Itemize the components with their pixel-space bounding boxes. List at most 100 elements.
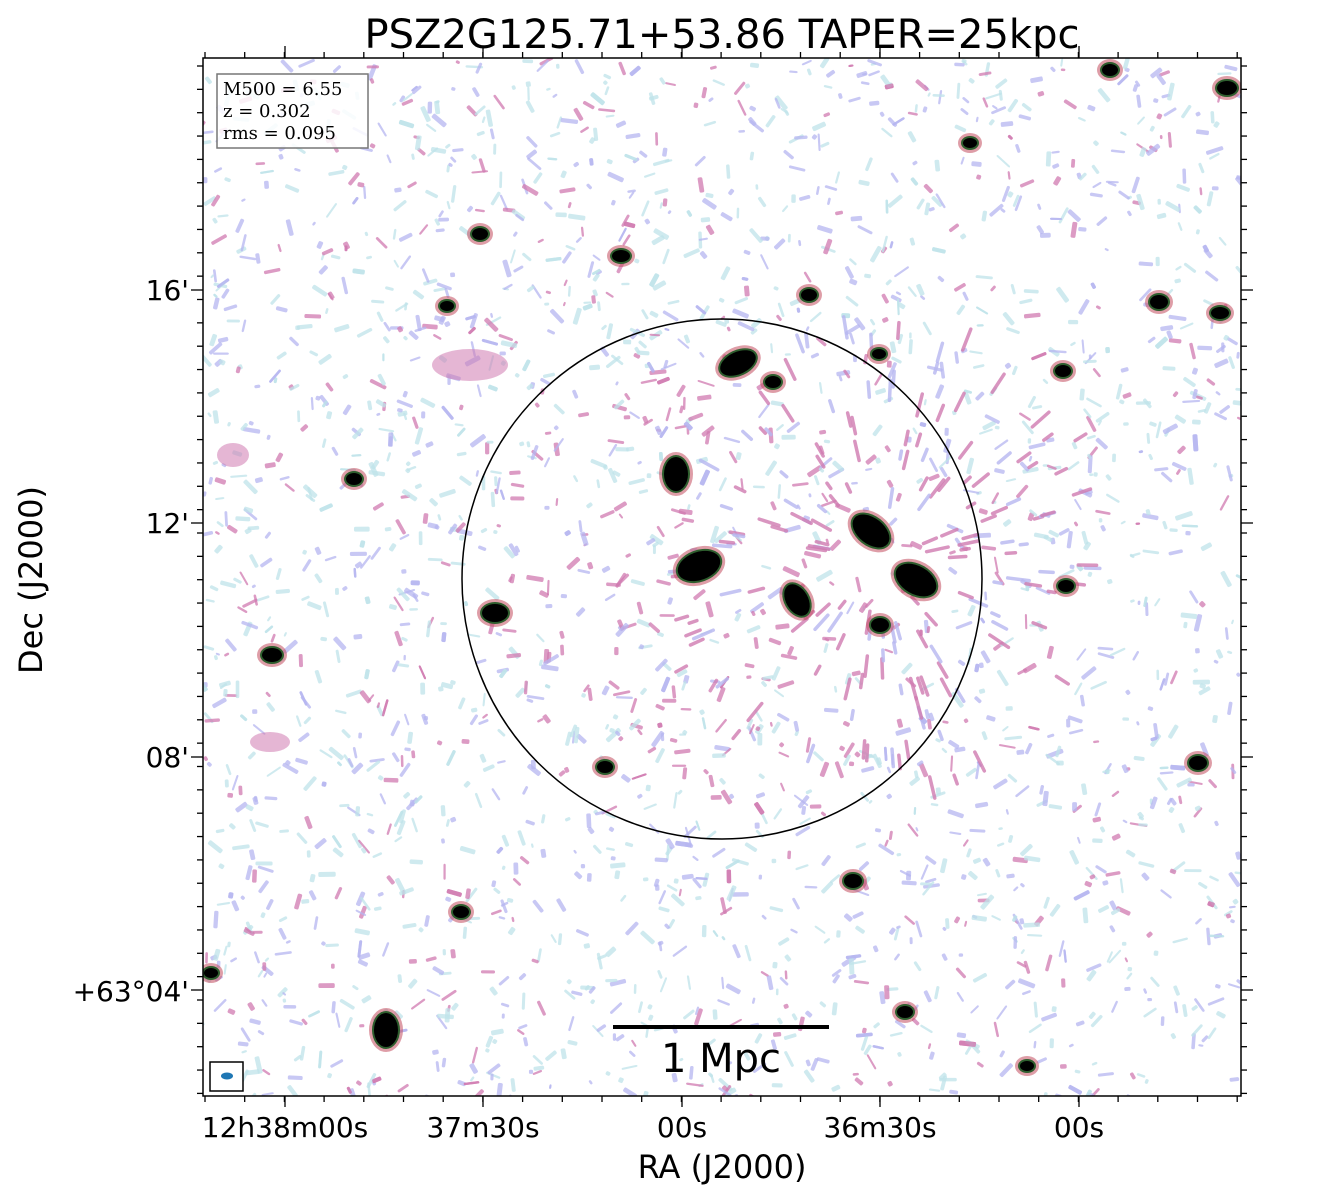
noise-blob [560,1048,567,1060]
noise-blob [667,597,673,605]
noise-blob [282,639,298,654]
noise-blob [755,726,761,732]
noise-blob [608,443,618,457]
noise-blob [1016,484,1029,499]
noise-blob [1033,1040,1037,1049]
noise-blob [665,82,676,86]
noise-blob [401,489,418,502]
noise-blob [1112,453,1116,463]
noise-blob [962,60,968,66]
noise-blob [954,746,966,753]
noise-blob [909,237,916,246]
noise-blob [1043,535,1053,542]
noise-blob [386,875,395,885]
noise-blob [641,200,650,217]
noise-blob [411,817,418,833]
noise-blob [689,1065,694,1080]
noise-blob [866,1054,877,1070]
noise-blob [1086,963,1102,972]
noise-blob [915,79,929,92]
noise-blob [884,648,894,654]
noise-blob [207,840,223,854]
source-core [871,618,889,632]
radial-artifact [904,739,911,761]
noise-blob [332,847,344,858]
noise-blob [775,988,779,996]
noise-blob [1005,809,1009,815]
noise-blob [445,143,451,149]
noise-blob [537,238,544,243]
noise-blob [264,796,278,801]
noise-blob [728,188,735,196]
noise-blob [856,70,868,78]
noise-blob [660,977,667,993]
noise-blob [597,954,607,960]
noise-blob [217,214,229,218]
noise-blob [235,801,248,813]
noise-blob [843,742,855,759]
noise-blob [823,439,831,444]
noise-blob [434,524,440,530]
noise-blob [1133,755,1145,762]
noise-blob [893,927,900,941]
radial-artifact [688,637,705,647]
noise-blob [542,372,555,379]
noise-blob [216,521,224,528]
noise-blob [245,804,254,812]
noise-blob [826,510,831,515]
noise-blob [765,460,777,476]
noise-blob [922,321,932,336]
noise-blob [275,452,284,463]
noise-blob [457,1080,467,1087]
noise-blob [1183,376,1196,388]
noise-blob [536,60,549,72]
radial-artifact [698,458,720,472]
noise-blob [1084,1089,1092,1096]
noise-blob [760,254,769,270]
noise-blob [818,381,823,394]
noise-blob [775,623,790,630]
noise-blob [586,502,593,509]
noise-blob [1096,216,1108,226]
noise-blob [1022,467,1039,474]
noise-blob [1169,528,1178,533]
noise-blob [710,65,717,70]
radial-artifact [741,429,754,441]
noise-blob [949,831,962,835]
noise-blob [605,355,621,369]
noise-blob [407,466,417,471]
noise-blob [929,1051,935,1060]
noise-blob [377,373,386,386]
noise-blob [1050,217,1063,221]
noise-blob [573,107,584,121]
noise-blob [501,1013,505,1019]
noise-blob [586,183,592,190]
noise-blob [1177,445,1186,455]
noise-blob [399,95,406,103]
noise-blob [963,718,969,724]
noise-blob [872,945,879,953]
noise-blob [349,551,367,556]
noise-blob [402,93,413,102]
noise-blob [710,525,719,544]
noise-blob [213,293,218,298]
noise-blob [1026,934,1043,937]
noise-blob [1213,659,1219,664]
noise-blob [366,760,381,772]
noise-blob [377,122,387,137]
noise-blob [203,130,214,135]
noise-blob [298,58,315,68]
noise-blob [438,315,446,325]
noise-blob [289,1019,303,1026]
noise-blob [583,943,591,949]
noise-blob [881,293,889,304]
noise-blob [872,1045,884,1050]
noise-blob [956,991,964,1002]
noise-blob [399,887,414,896]
radial-artifact [1083,566,1102,571]
radial-artifact [718,539,736,545]
noise-blob [526,149,538,160]
noise-blob [968,871,978,881]
noise-blob [394,836,403,843]
noise-blob [513,231,518,237]
